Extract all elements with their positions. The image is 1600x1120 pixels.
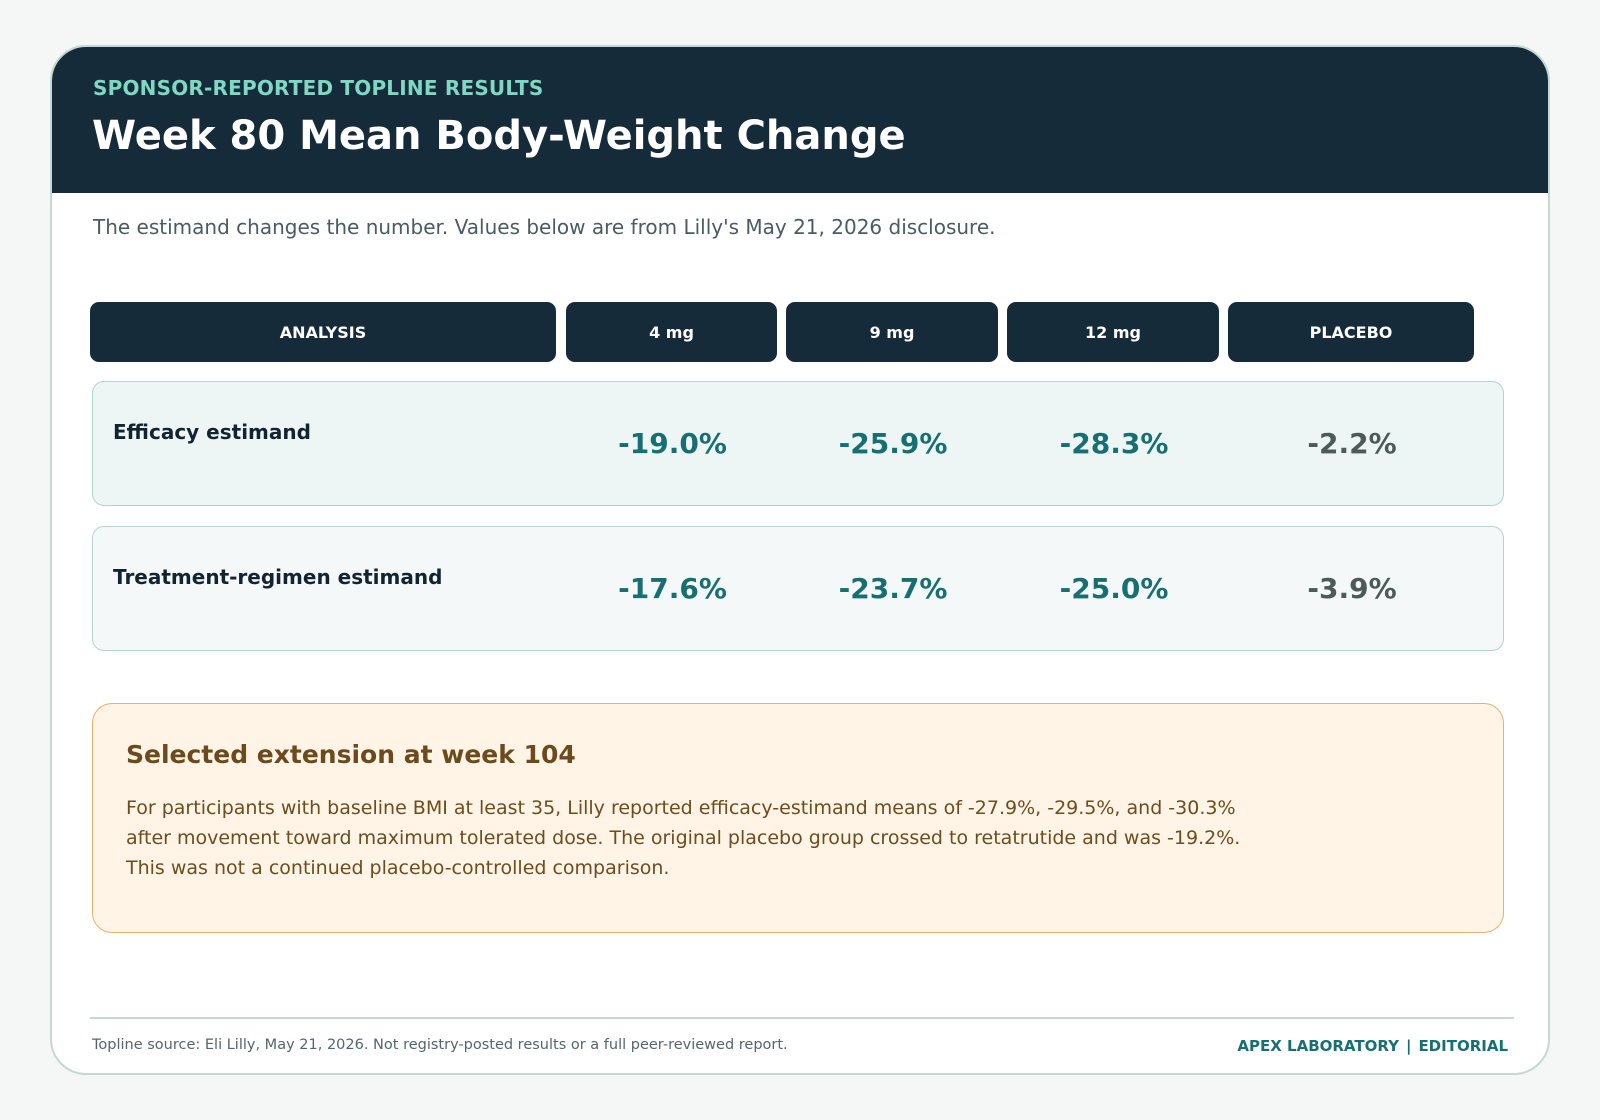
column-header-12mg: 12 mg: [1007, 302, 1219, 362]
brand-section: EDITORIAL: [1418, 1037, 1508, 1055]
table-row-efficacy: Efficacy estimand -19.0% -25.9% -28.3% -…: [92, 381, 1504, 506]
cell-9mg: -23.7%: [838, 571, 948, 605]
footer-divider: [90, 1017, 1514, 1019]
page-title: Week 80 Mean Body-Weight Change: [92, 113, 906, 159]
header-kicker: SPONSOR-REPORTED TOPLINE RESULTS: [93, 76, 544, 100]
callout-body: For participants with baseline BMI at le…: [126, 797, 1241, 879]
extension-callout: Selected extension at week 104 For parti…: [92, 703, 1504, 933]
column-header-analysis: ANALYSIS: [90, 302, 556, 362]
column-header-9mg: 9 mg: [786, 302, 998, 362]
cell-9mg: -25.9%: [838, 426, 948, 460]
row-label: Efficacy estimand: [113, 420, 311, 444]
table-row-treatment-regimen: Treatment-regimen estimand -17.6% -23.7%…: [92, 526, 1504, 651]
footer-brand: APEX LABORATORY | EDITORIAL: [1237, 1037, 1508, 1055]
column-header-placebo: PLACEBO: [1228, 302, 1474, 362]
cell-placebo: -2.2%: [1307, 426, 1397, 460]
brand-name: APEX LABORATORY: [1237, 1037, 1399, 1055]
subtitle: The estimand changes the number. Values …: [93, 215, 996, 239]
cell-12mg: -25.0%: [1059, 571, 1169, 605]
cell-4mg: -19.0%: [618, 426, 727, 460]
row-label: Treatment-regimen estimand: [113, 565, 443, 589]
cell-12mg: -28.3%: [1059, 426, 1169, 460]
card-header: SPONSOR-REPORTED TOPLINE RESULTS Week 80…: [52, 47, 1548, 193]
callout-title: Selected extension at week 104: [126, 740, 576, 769]
source-note: Topline source: Eli Lilly, May 21, 2026.…: [92, 1037, 788, 1053]
column-header-4mg: 4 mg: [566, 302, 777, 362]
cell-4mg: -17.6%: [618, 571, 727, 605]
brand-separator: |: [1405, 1037, 1412, 1055]
cell-placebo: -3.9%: [1307, 571, 1397, 605]
results-card: SPONSOR-REPORTED TOPLINE RESULTS Week 80…: [50, 45, 1550, 1075]
